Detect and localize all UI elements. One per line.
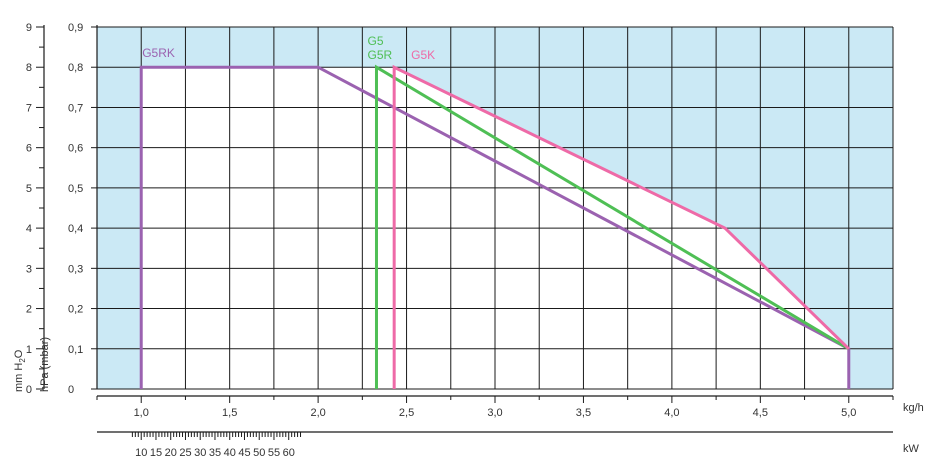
y-right-axis-tick-label: 0,5: [68, 183, 83, 195]
y-left-axis-tick-label: 8: [26, 62, 32, 74]
x-axis-tick-label: 1,5: [222, 407, 237, 419]
y-right-axis-label: hPa (mbar): [39, 337, 51, 392]
y-right-axis-tick-label: 0,2: [68, 304, 83, 316]
y-right-axis-tick-label: 0: [68, 384, 74, 396]
x2-axis-tick-label: 35: [209, 447, 221, 459]
y-right-axis-tick-label: 0,6: [68, 143, 83, 155]
series-line-1: [374, 64, 850, 389]
chart-labels: kg/h kW hPa (mbar) mm H2O: [13, 337, 924, 455]
y-right-axis-tick-label: 0,1: [68, 344, 83, 356]
y-left-axis-tick-label: 4: [26, 223, 32, 235]
x-axis-tick-label: 4,0: [664, 407, 679, 419]
x-axis-tick-label: 1,0: [134, 407, 149, 419]
x2-axis-tick-label: 45: [238, 447, 250, 459]
y-left-axis-tick-label: 3: [26, 263, 32, 275]
y-left-axis-label-main: mm H: [13, 363, 25, 392]
y-left-axis-label-end: O: [13, 349, 25, 358]
series-line-0: [139, 65, 851, 389]
x-axis-tick-label: 2,0: [310, 407, 325, 419]
y-right-axis-tick-label: 0,9: [68, 22, 83, 34]
x-axis-tick-label: 3,0: [487, 407, 502, 419]
y-left-axis-label-sub: 2: [18, 358, 27, 363]
y-left-axis-tick-label: 6: [26, 143, 32, 155]
y-left-axis-tick-label: 2: [26, 304, 32, 316]
x2-axis-tick-label: 15: [150, 447, 162, 459]
y-left-axis-tick-label: 1: [26, 344, 32, 356]
x2-axis-unit-label: kW: [903, 443, 920, 455]
y-left-axis-tick-label: 7: [26, 102, 32, 114]
x2-axis-tick-label: 20: [165, 447, 177, 459]
x-axis-tick-label: 4,5: [753, 407, 768, 419]
x-axis-tick-label: 2,5: [399, 407, 414, 419]
x2-axis-tick-label: 25: [179, 447, 191, 459]
x2-axis-tick-label: 30: [194, 447, 206, 459]
series-label-g5rk: G5RK: [142, 46, 175, 60]
series-label-g5r: G5R: [367, 48, 392, 62]
y-left-axis-tick-label: 9: [26, 22, 32, 34]
x2-axis-tick-label: 55: [268, 447, 280, 459]
series-label-g5k: G5K: [411, 48, 435, 62]
series-label-g5: G5: [367, 34, 383, 48]
x2-axis-tick-label: 10: [135, 447, 147, 459]
y-left-axis-label: mm H2O: [13, 349, 27, 392]
y-left-axis-tick-label: 0: [26, 384, 32, 396]
x-axis-tick-label: 3,5: [576, 407, 591, 419]
y-right-axis-tick-label: 0,4: [68, 223, 83, 235]
series-line-2: [392, 64, 850, 389]
chart-axes: 1,0 1,5 2,0 2,5 3,0 3,5 4,0 4,5 5,010 15 20 25 30 35 4…: [26, 22, 894, 459]
x2-axis-tick-label: 60: [283, 447, 295, 459]
x-axis-unit-label: kg/h: [903, 402, 924, 414]
y-left-axis-tick-label: 5: [26, 183, 32, 195]
x-axis-tick-label: 5,0: [841, 407, 856, 419]
x2-axis-tick-label: 40: [224, 447, 236, 459]
y-right-axis-tick-label: 0,3: [68, 263, 83, 275]
y-right-axis-tick-label: 0,7: [68, 102, 83, 114]
y-right-axis-tick-label: 0,8: [68, 62, 83, 74]
x2-axis-tick-label: 50: [253, 447, 265, 459]
